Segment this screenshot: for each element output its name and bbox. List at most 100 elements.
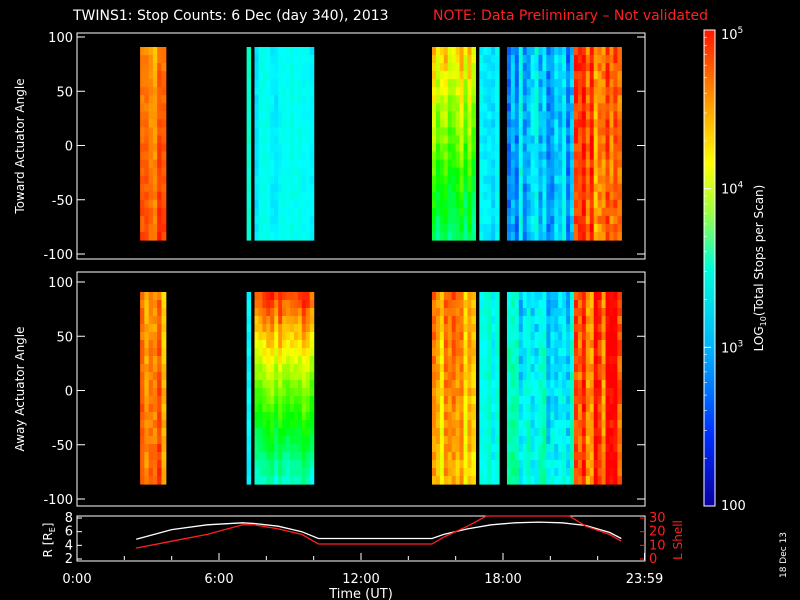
heatmap-cell xyxy=(274,231,279,241)
heatmap-cell xyxy=(459,191,465,201)
heatmap-cell xyxy=(601,167,607,177)
heatmap-cell xyxy=(270,340,275,349)
heatmap-cell xyxy=(246,47,252,56)
heatmap-cell xyxy=(157,476,163,485)
heatmap-cell xyxy=(577,143,583,153)
heatmap-cell xyxy=(617,71,622,80)
heatmap-cell xyxy=(140,468,145,477)
heatmap-cell xyxy=(562,143,567,153)
heatmap-cell xyxy=(297,135,303,145)
heatmap-cell xyxy=(266,159,271,169)
heatmap-cell xyxy=(459,127,465,137)
heatmap-cell xyxy=(282,79,287,88)
heatmap-cell xyxy=(451,476,457,485)
heatmap-cell xyxy=(282,468,287,477)
heatmap-cell xyxy=(467,444,473,453)
heatmap-cell xyxy=(589,388,595,397)
heatmap-cell xyxy=(459,79,465,88)
heatmap-cell xyxy=(589,292,595,301)
heatmap-cell xyxy=(483,223,488,233)
heatmap-cell xyxy=(554,332,559,341)
heatmap-cell xyxy=(522,460,528,469)
heatmap-cell xyxy=(447,388,453,397)
heatmap-cell xyxy=(585,428,591,437)
heatmap-cell xyxy=(262,215,267,225)
heatmap-cell xyxy=(554,476,559,485)
heatmap-cell xyxy=(542,143,547,153)
heatmap-cell xyxy=(510,372,516,381)
heatmap-cell xyxy=(589,191,595,201)
heatmap-cell xyxy=(593,215,599,225)
heatmap-cell xyxy=(305,316,311,325)
heatmap-cell xyxy=(443,87,449,96)
heatmap-cell xyxy=(487,207,492,217)
heatmap-cell xyxy=(506,372,512,381)
heatmap-cell xyxy=(487,143,492,153)
heatmap-cell xyxy=(463,388,469,397)
heatmap-cell xyxy=(526,420,532,429)
heatmap-cell xyxy=(546,191,551,201)
heatmap-cell xyxy=(546,135,551,145)
heatmap-cell xyxy=(566,332,571,341)
heatmap-cell xyxy=(506,231,512,241)
heatmap-cell xyxy=(144,127,150,137)
heatmap-cell xyxy=(495,388,500,397)
heatmap-cell xyxy=(487,159,492,169)
heatmap-cell xyxy=(435,63,441,72)
heatmap-cell xyxy=(546,340,551,349)
heatmap-cell xyxy=(491,87,496,96)
heatmap-cell xyxy=(581,364,587,373)
heatmap-cell xyxy=(270,460,275,469)
heatmap-cell xyxy=(293,127,299,137)
heatmap-cell xyxy=(566,79,571,88)
heatmap-cell xyxy=(510,167,516,177)
heatmap-cell xyxy=(506,404,512,413)
heatmap-cell xyxy=(605,316,611,325)
heatmap-cell xyxy=(432,111,437,120)
heatmap-cell xyxy=(451,412,457,421)
heatmap-cell xyxy=(270,175,275,185)
heatmap-cell xyxy=(293,404,299,413)
heatmap-cell xyxy=(550,460,555,469)
heatmap-cell xyxy=(518,159,524,169)
heatmap-cell xyxy=(290,103,295,112)
heatmap-cell xyxy=(447,308,453,317)
heatmap-cell xyxy=(581,79,587,88)
heatmap-cell xyxy=(483,444,488,453)
heatmap-cell xyxy=(309,47,315,56)
heatmap-cell xyxy=(471,55,476,64)
heatmap-cell xyxy=(278,95,283,104)
heatmap-cell xyxy=(270,151,275,161)
heatmap-cell xyxy=(455,316,461,325)
heatmap-cell xyxy=(270,135,275,145)
heatmap-cell xyxy=(286,191,291,201)
heatmap-cell xyxy=(432,79,437,88)
heatmap-cell xyxy=(254,340,260,349)
heatmap-cell xyxy=(570,476,575,485)
heatmap-cell xyxy=(274,175,279,185)
heatmap-cell xyxy=(297,199,303,209)
heatmap-cell xyxy=(613,167,618,177)
heatmap-cell xyxy=(157,119,163,129)
heatmap-cell xyxy=(570,324,575,333)
heatmap-cell xyxy=(601,175,607,185)
heatmap-cell xyxy=(566,364,571,373)
heatmap-cell xyxy=(574,292,579,301)
heatmap-cell xyxy=(577,103,583,112)
heatmap-cell xyxy=(463,199,469,209)
heatmap-cell xyxy=(305,143,311,153)
heatmap-cell xyxy=(581,404,587,413)
heatmap-cell xyxy=(538,324,544,333)
heatmap-cell xyxy=(526,332,532,341)
heatmap-cell xyxy=(274,356,279,365)
heatmap-cell xyxy=(506,167,512,177)
heatmap-cell xyxy=(254,119,260,129)
heatmap-cell xyxy=(309,380,315,389)
heatmap-cell xyxy=(278,460,283,469)
heatmap-cell xyxy=(140,428,145,437)
heatmap-cell xyxy=(617,215,622,225)
heatmap-cell xyxy=(562,215,567,225)
heatmap-cell xyxy=(455,452,461,461)
heatmap-cell xyxy=(479,63,484,72)
heatmap-cell xyxy=(570,300,575,309)
